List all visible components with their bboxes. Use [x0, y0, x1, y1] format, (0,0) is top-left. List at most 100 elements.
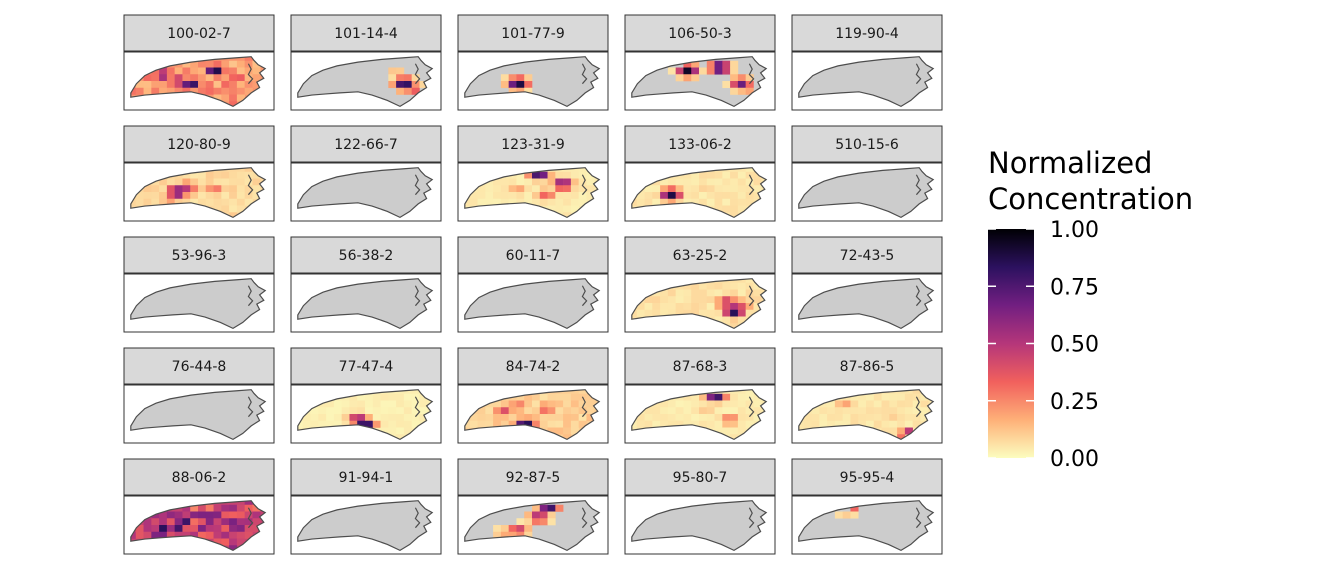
county-cell	[205, 185, 214, 193]
county-cell	[660, 296, 669, 304]
county-cell	[500, 525, 509, 533]
facet-strip	[791, 236, 943, 274]
county-cells	[464, 389, 595, 440]
county-cell	[683, 185, 692, 193]
county-cell	[547, 504, 556, 512]
county-cell	[396, 420, 405, 428]
county-cell	[341, 400, 350, 408]
county-cell	[213, 185, 222, 193]
county-cell	[252, 171, 261, 179]
county-cell	[198, 74, 207, 82]
county-cell	[143, 81, 152, 89]
county-cell	[644, 198, 653, 206]
county-cell	[524, 87, 533, 95]
county-cell	[252, 185, 261, 193]
facet-strip	[290, 347, 442, 385]
county-cell	[182, 518, 191, 526]
county-cell	[667, 309, 676, 317]
facet-strip	[624, 14, 776, 52]
county-cell	[555, 198, 564, 206]
county-cell	[205, 511, 214, 519]
county-cell	[182, 60, 191, 68]
county-cell	[198, 67, 207, 75]
county-cell	[380, 414, 389, 422]
county-cell	[403, 407, 412, 415]
county-cell	[372, 407, 381, 415]
county-cell	[660, 192, 669, 200]
color-legend: Normalized Concentration 1.00 0.75 0.50 0.2…	[988, 146, 1193, 472]
county-cell	[244, 67, 253, 75]
county-cell	[166, 87, 175, 95]
county-cell	[745, 289, 754, 297]
county-cell	[667, 178, 676, 186]
county-cell	[198, 81, 207, 89]
county-cell	[380, 400, 389, 408]
county-cell	[190, 192, 199, 200]
county-cell	[706, 289, 715, 297]
county-cell	[539, 420, 548, 428]
county-cell	[333, 414, 342, 422]
county-cell	[858, 400, 867, 408]
county-cells	[130, 56, 261, 107]
sound-outline	[247, 174, 254, 196]
county-cell	[714, 393, 723, 401]
county-cell	[691, 414, 700, 422]
sound-outline	[581, 63, 588, 85]
state-outline	[297, 56, 434, 108]
county-cell	[252, 525, 261, 533]
county-cell	[221, 67, 230, 75]
county-cell	[555, 192, 564, 200]
county-cell	[190, 178, 199, 186]
county-cell	[464, 420, 471, 428]
legend-tick-label: 1.00	[1050, 218, 1099, 243]
county-cell	[485, 414, 494, 422]
county-cell	[547, 171, 556, 179]
county-cell	[213, 531, 222, 539]
county-cell	[500, 531, 509, 539]
county-cell	[508, 74, 517, 82]
county-cell	[229, 87, 238, 95]
county-cell	[174, 525, 183, 533]
county-cell	[691, 60, 700, 68]
county-cell	[714, 303, 723, 311]
state-fill	[130, 278, 266, 329]
county-cell	[365, 420, 374, 428]
county-cell	[159, 185, 168, 193]
sound-outline	[414, 63, 421, 85]
county-cell	[524, 525, 533, 533]
county-cell	[539, 504, 548, 512]
county-cell	[524, 518, 533, 526]
county-cell	[516, 198, 525, 206]
county-cell	[221, 87, 230, 95]
county-cell	[411, 74, 420, 82]
county-cell	[675, 414, 684, 422]
facet-panel: 87-68-3	[624, 347, 776, 444]
county-cell	[221, 185, 230, 193]
county-cell	[737, 407, 746, 415]
county-cell	[143, 185, 152, 193]
county-cell	[563, 198, 572, 206]
county-cell	[198, 178, 207, 186]
county-cell	[737, 81, 746, 89]
facet-panel: 84-74-2	[457, 347, 609, 444]
county-cell	[372, 393, 381, 401]
county-cell	[563, 185, 572, 193]
county-cell	[737, 185, 746, 193]
county-cell	[873, 414, 882, 422]
facet-panel: 122-66-7	[290, 125, 442, 222]
county-cell	[660, 289, 669, 297]
county-cell	[850, 407, 859, 415]
state-outline	[130, 389, 267, 441]
county-cell	[714, 198, 723, 206]
county-cell	[244, 518, 253, 526]
county-cell	[516, 414, 525, 422]
county-cell	[889, 427, 898, 435]
county-cell	[745, 192, 754, 200]
county-cell	[578, 167, 587, 173]
facet-panel: 119-90-4	[791, 14, 943, 111]
county-cell	[691, 407, 700, 415]
county-cell	[333, 407, 342, 415]
county-cell	[236, 81, 245, 89]
county-cell	[660, 198, 669, 206]
county-cell	[213, 518, 222, 526]
